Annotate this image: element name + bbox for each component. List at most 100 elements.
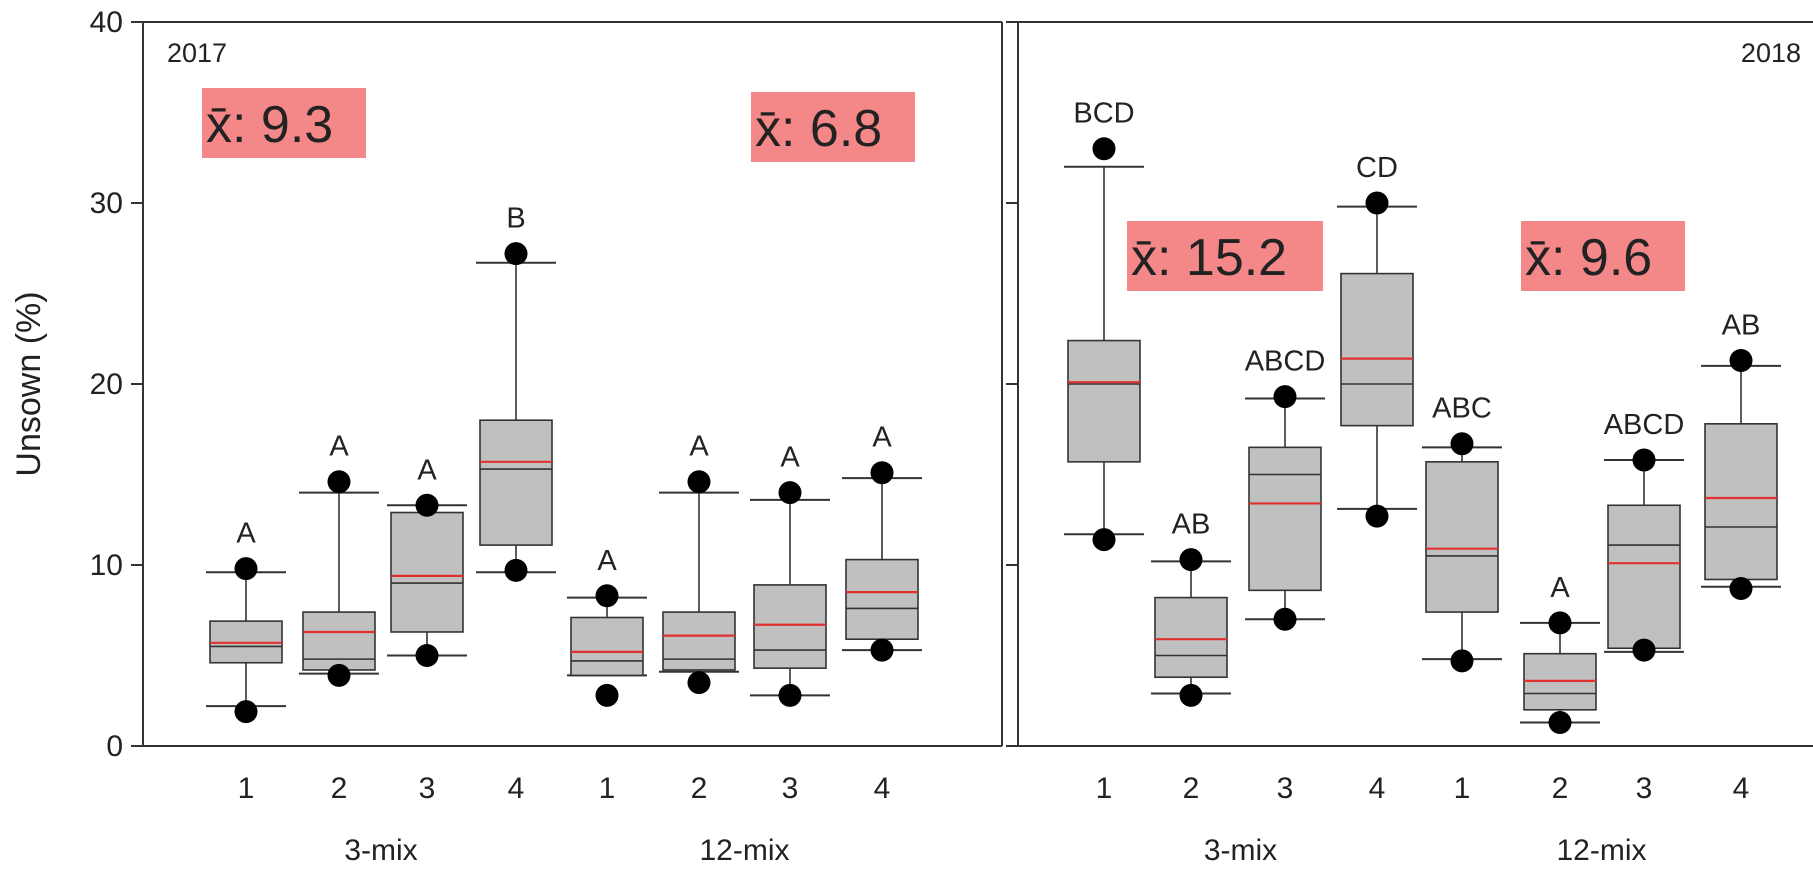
y-axis-label: Unsown (%) [10,291,48,476]
outlier-point [327,663,351,687]
outlier-point [1179,548,1203,572]
outlier-point [778,481,802,505]
iqr-box [1704,423,1778,581]
box-12-mix-4: A4 [842,422,922,805]
iqr-box [1248,446,1322,592]
iqr-box [390,511,464,633]
box-3-mix-3: A3 [387,454,467,805]
mean-badge-background [1127,221,1323,291]
x-tick-label: 3 [419,772,436,805]
year-label: 2017 [167,38,227,68]
mean-badge-background [202,88,366,158]
outlier-point [1273,607,1297,631]
group-label-3-mix: 3-mix [344,834,417,867]
outlier-point [687,470,711,494]
outlier-point [327,470,351,494]
box-3-mix-1: A1 [206,518,286,805]
mean-badge-12-mix: x̄: 9.6 [1521,221,1685,291]
mean-badge-text: x̄: 15.2 [1131,229,1287,287]
outlier-point [1548,611,1572,635]
mean-badge-3-mix: x̄: 15.2 [1127,221,1323,291]
iqr-box [1425,461,1499,613]
x-tick-label: 4 [1733,772,1750,805]
significance-letter: ABCD [1245,346,1326,378]
iqr-box [662,611,736,671]
box-3-mix-2: A2 [299,431,379,805]
y-tick-label: 20 [90,368,123,401]
outlier-point [1092,528,1116,552]
iqr-box [302,611,376,671]
outlier-point [1729,348,1753,372]
x-tick-label: 4 [874,772,891,805]
box-12-mix-3: ABCD 3 [1604,409,1685,805]
group-label-12-mix: 12-mix [699,834,789,867]
outlier-point [1365,504,1389,528]
outlier-point [870,461,894,485]
x-tick-label: 1 [599,772,616,805]
significance-letter: ABC [1432,393,1492,425]
outlier-point [595,683,619,707]
iqr-box [753,584,827,669]
significance-letter: A [417,454,437,486]
x-tick-label: 1 [1454,772,1471,805]
mean-badge-text: x̄: 6.8 [755,100,882,158]
x-tick-label: 2 [1552,772,1569,805]
iqr-box [1067,339,1141,463]
iqr-box [1340,272,1414,427]
y-tick-label: 10 [90,549,123,582]
outlier-point [1632,448,1656,472]
box-12-mix-1: A1 [567,545,647,805]
group-label-12-mix: 12-mix [1556,834,1646,867]
significance-letter: A [1550,572,1570,604]
significance-letter: A [872,422,892,454]
x-tick-label: 2 [1183,772,1200,805]
box-12-mix-2: A2 [1520,572,1600,805]
significance-letter: ABCD [1604,409,1685,441]
iqr-box [570,616,644,677]
outlier-point [778,683,802,707]
outlier-point [1548,710,1572,734]
iqr-box [1607,504,1681,650]
x-tick-label: 1 [1096,772,1113,805]
mean-badge-text: x̄: 9.6 [1525,229,1652,287]
mean-badge-12-mix: x̄: 6.8 [751,92,915,162]
outlier-point [415,644,439,667]
y-tick-label: 40 [90,6,123,39]
x-tick-label: 1 [238,772,255,805]
iqr-box [479,419,553,546]
x-tick-label: 3 [1277,772,1294,805]
box-12-mix-4: AB 4 [1701,309,1781,805]
box-3-mix-4: CD 4 [1337,152,1417,805]
significance-letter: B [506,203,525,235]
outlier-point [1450,649,1474,673]
outlier-point [504,242,528,266]
x-tick-label: 3 [1636,772,1653,805]
box-3-mix-3: ABCD 3 [1245,346,1326,805]
year-label: 2018 [1741,38,1801,68]
group-label-3-mix: 3-mix [1204,834,1277,867]
significance-letter: AB [1722,309,1761,341]
iqr-box [845,558,919,641]
box-3-mix-4: B4 [476,203,556,805]
outlier-point [234,700,258,724]
mean-badge-text: x̄: 9.3 [206,96,333,154]
outlier-point [1632,638,1656,662]
outlier-point [1179,683,1203,707]
outlier-point [595,584,619,608]
significance-letter: AB [1172,509,1211,541]
mean-badge-background [751,92,915,162]
significance-letter: A [329,431,349,463]
outlier-point [415,493,439,517]
significance-letter: A [236,518,256,550]
significance-letter: A [597,545,617,577]
x-tick-label: 4 [508,772,525,805]
outlier-point [504,558,528,582]
box-12-mix-1: ABC 1 [1422,393,1502,805]
box-3-mix-2: AB 2 [1151,509,1231,805]
significance-letter: A [689,431,709,463]
iqr-box [1154,596,1228,679]
